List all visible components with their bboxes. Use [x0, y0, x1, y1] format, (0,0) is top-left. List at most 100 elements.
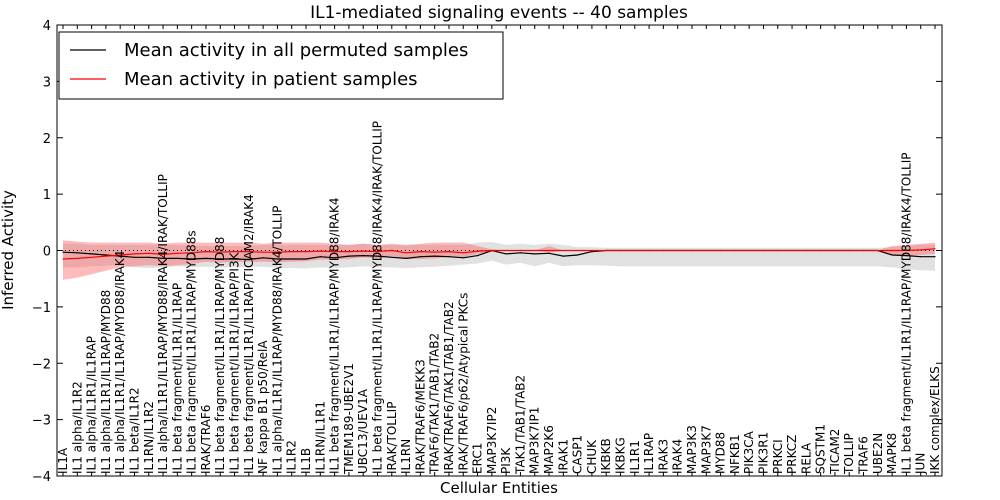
x-tick-label: IL1 beta fragment/IL1R1/IL1RAP/MYD88/IRA…: [328, 197, 342, 474]
x-tick-label: CASP1: [571, 435, 585, 474]
data-point-permuted: [233, 258, 236, 260]
data-point-patient: [219, 251, 221, 253]
y-tick-label: 2: [43, 132, 51, 147]
x-tick-label: TRAF6/TAK1/TAB1/TAB2: [428, 333, 442, 475]
data-point-patient: [591, 249, 593, 252]
x-tick-label: RELA: [799, 442, 813, 474]
x-tick-label: IL1 alpha/IL1R1/IL1RAP/MYD88/IRAK4: [113, 251, 127, 474]
x-tick-label: IL1 alpha/IL1R2: [70, 381, 84, 474]
data-point-patient: [376, 251, 379, 253]
y-tick-label: 3: [43, 75, 51, 90]
x-tick-label: IRAK/TRAF6/MEKK3: [413, 359, 427, 474]
x-tick-label: IL1 beta fragment/IL1R1/IL1RAP/MYD88/IRA…: [371, 121, 385, 474]
data-point-permuted: [548, 252, 550, 254]
x-tick-label: MAP2K6: [542, 425, 556, 474]
data-point-patient: [462, 252, 464, 254]
x-tick-label: MAP3K7IP2: [485, 407, 499, 474]
x-tick-label: TMEM189-UBE2V1: [342, 363, 356, 475]
x-tick-label: IRAK3: [656, 439, 670, 474]
data-point-patient: [334, 251, 336, 253]
data-point-patient: [105, 255, 107, 257]
data-point-patient: [891, 249, 893, 252]
x-tick-label: IRAK/TRAF6: [199, 405, 213, 474]
data-point-patient: [119, 254, 121, 256]
x-tick-label: IL1R2: [285, 440, 299, 474]
data-point-permuted: [76, 252, 78, 254]
data-point-permuted: [362, 255, 364, 257]
x-tick-label: MAP3K3: [685, 425, 699, 474]
data-point-permuted: [934, 256, 936, 258]
data-point-patient: [577, 249, 579, 252]
data-point-permuted: [920, 256, 922, 258]
y-tick-label: 0: [43, 245, 51, 260]
data-point-permuted: [105, 254, 107, 256]
x-tick-label: IRAK1: [556, 439, 570, 474]
permuted-band: [63, 242, 935, 271]
data-point-permuted: [91, 253, 93, 255]
data-point-permuted: [248, 258, 250, 261]
x-tick-label: SQSTM1: [814, 424, 828, 474]
data-point-patient: [91, 256, 93, 258]
data-point-permuted: [291, 258, 293, 260]
data-point-permuted: [191, 258, 193, 260]
x-tick-label: IRAK/TOLLIP: [385, 402, 399, 474]
data-point-patient: [391, 249, 393, 252]
data-point-patient: [662, 249, 665, 252]
data-point-patient: [305, 251, 307, 253]
data-point-patient: [648, 249, 650, 252]
x-tick-label: IL1 alpha/IL1R1/IL1RAP/MYD88/IRAK4/IRAK/…: [156, 174, 170, 474]
legend: Mean activity in all permuted samples Me…: [58, 31, 504, 100]
x-tick-label: IL1 alpha/IL1R1/IL1RAP/MYD88: [99, 290, 113, 474]
x-tick-label: TAK1/TAB1/TAB2: [513, 375, 527, 475]
data-point-patient: [791, 249, 793, 252]
data-point-patient: [448, 251, 450, 253]
data-point-permuted: [891, 254, 893, 256]
data-point-patient: [191, 252, 193, 254]
x-tick-label: IKK complex/ELKS: [928, 366, 942, 474]
x-tick-label: IL1 beta fragment/IL1R1/IL1RAP/TICAM2/IR…: [242, 194, 256, 474]
x-tick-label: IL1 alpha/IL1R1/IL1RAP: [85, 336, 99, 474]
x-tick-label: IRAK/TRAF6/TAK1/TAB1/TAB2: [442, 301, 456, 474]
data-point-permuted: [376, 255, 379, 257]
data-point-patient: [148, 252, 150, 254]
data-point-permuted: [591, 251, 593, 253]
x-tick-label: IL1 beta fragment/IL1R1/IL1RAP/MYD88/IRA…: [899, 153, 913, 474]
x-tick-label: PI3K: [499, 447, 513, 474]
x-tick-label: IL1B: [299, 448, 313, 474]
data-point-patient: [762, 249, 765, 252]
data-point-permuted: [205, 257, 207, 259]
x-tick-label: TRAF6: [857, 436, 871, 475]
data-point-patient: [634, 249, 636, 252]
data-point-permuted: [262, 257, 264, 259]
x-tick-label: IL1 beta/IL1R2: [128, 387, 142, 474]
data-point-permuted: [219, 258, 221, 260]
data-point-permuted: [62, 251, 64, 253]
legend-label-permuted: Mean activity in all permuted samples: [124, 40, 468, 61]
data-point-patient: [233, 251, 236, 253]
data-point-patient: [720, 249, 722, 252]
x-tick-label: TOLLIP: [842, 433, 856, 475]
y-axis-label: Inferred Activity: [0, 190, 17, 310]
x-tick-label: IL1 alpha/IL1R1/IL1RAP/MYD88/IRAK4/TOLLI…: [270, 206, 284, 474]
x-tick-label: IKBKB: [599, 438, 613, 474]
data-point-patient: [548, 249, 550, 252]
data-point-permuted: [462, 257, 464, 259]
data-point-patient: [619, 249, 622, 252]
data-point-patient: [477, 250, 479, 252]
y-tick-label: 1: [43, 188, 51, 203]
data-point-patient: [834, 249, 836, 252]
data-point-patient: [905, 249, 908, 252]
data-point-permuted: [334, 257, 336, 259]
x-tick-label: PRKCZ: [785, 435, 799, 474]
x-tick-label: MYD88: [714, 432, 728, 474]
x-tick-label: IL1R1: [628, 440, 642, 474]
x-tick-label: UBC13/UEV1A: [356, 388, 370, 474]
data-point-patient: [562, 249, 564, 252]
data-point-patient: [276, 251, 278, 253]
data-point-patient: [805, 249, 807, 252]
data-point-patient: [262, 251, 264, 253]
data-point-patient: [205, 251, 207, 253]
x-tick-label: IL1RN/IL1R2: [142, 401, 156, 474]
x-tick-label: MAPK8: [885, 433, 899, 474]
